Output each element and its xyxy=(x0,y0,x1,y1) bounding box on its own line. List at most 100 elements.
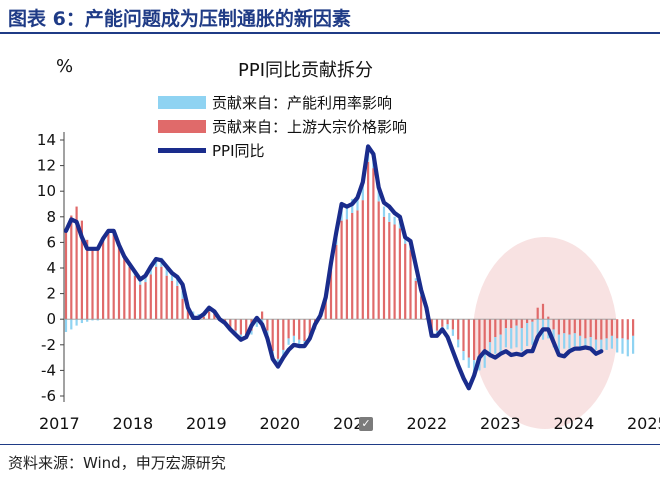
bar-upstream xyxy=(282,319,285,350)
bar-upstream xyxy=(287,319,290,339)
bar-capacity xyxy=(435,330,439,334)
bar-upstream xyxy=(531,319,534,322)
bar-upstream xyxy=(351,212,354,320)
bar-capacity xyxy=(515,325,518,348)
bar-upstream xyxy=(80,220,83,320)
bar-upstream xyxy=(499,319,502,335)
bar-capacity xyxy=(404,238,407,244)
bar-upstream xyxy=(170,280,174,320)
bar-capacity xyxy=(494,337,497,354)
bar-upstream xyxy=(64,232,68,320)
footer-rule xyxy=(0,444,660,445)
bar-capacity xyxy=(467,357,470,368)
bar-capacity xyxy=(531,321,534,345)
bar-capacity xyxy=(250,330,253,335)
bar-upstream xyxy=(589,319,592,338)
bar-capacity xyxy=(504,328,507,348)
legend-swatch-capacity xyxy=(158,95,206,109)
bar-capacity xyxy=(473,360,476,372)
bar-capacity xyxy=(594,339,598,350)
bar-upstream xyxy=(276,319,280,359)
ppi-yoy-line xyxy=(63,144,604,391)
bar-upstream xyxy=(261,311,264,320)
bar-upstream xyxy=(176,285,179,320)
bar-upstream xyxy=(488,319,492,343)
bar-upstream xyxy=(271,319,274,352)
bar-capacity xyxy=(600,339,603,350)
bar-capacity xyxy=(361,184,364,201)
bar-upstream xyxy=(239,319,242,335)
x-year-label: 2024 xyxy=(554,414,595,433)
bar-upstream xyxy=(568,319,571,335)
y-tick-label: 0 xyxy=(46,310,56,328)
chart-title: PPI同比贡献拆分 xyxy=(238,60,374,81)
bar-upstream xyxy=(112,232,115,320)
bar-upstream xyxy=(234,319,237,331)
bar-upstream xyxy=(610,319,613,336)
source-note: 资料来源：Wind，申万宏源研究 xyxy=(8,454,226,472)
bar-upstream xyxy=(494,319,497,338)
bar-capacity xyxy=(298,339,301,345)
bar-upstream xyxy=(107,232,110,320)
bar-upstream xyxy=(345,219,348,320)
bar-capacity xyxy=(91,319,94,321)
bar-upstream xyxy=(303,319,306,341)
bar-upstream xyxy=(541,303,545,320)
bar-upstream xyxy=(388,221,391,320)
bar-upstream xyxy=(579,319,582,336)
y-tick-label: -6 xyxy=(41,387,56,405)
bar-upstream xyxy=(573,319,576,334)
bar-capacity xyxy=(626,339,629,357)
bar-capacity xyxy=(80,319,83,324)
bar-upstream xyxy=(457,319,460,340)
bar-capacity xyxy=(181,291,184,299)
bar-upstream xyxy=(356,210,359,320)
x-year-label: 2025 xyxy=(627,414,660,433)
bar-capacity xyxy=(510,328,513,349)
bar-capacity xyxy=(632,335,635,354)
bar-upstream xyxy=(584,319,587,339)
bar-upstream xyxy=(377,201,380,320)
bar-upstream xyxy=(526,319,529,324)
bar-upstream xyxy=(208,311,211,320)
bar-capacity xyxy=(144,275,147,283)
bar-upstream xyxy=(91,247,94,320)
bar-upstream xyxy=(372,168,375,320)
bar-upstream xyxy=(245,319,248,335)
bar-capacity xyxy=(388,212,391,222)
bar-upstream xyxy=(70,215,73,320)
bar-capacity xyxy=(446,324,449,330)
legend-line-ppi xyxy=(158,147,206,153)
bar-capacity xyxy=(345,206,348,220)
bar-upstream xyxy=(451,319,454,330)
bar-upstream xyxy=(441,319,444,327)
bar-upstream xyxy=(329,270,333,320)
bar-capacity xyxy=(176,276,179,286)
bar-capacity xyxy=(536,319,539,341)
bar-upstream xyxy=(298,319,301,340)
y-tick-label: 4 xyxy=(46,259,56,277)
bar-capacity xyxy=(457,339,460,348)
x-year-label: 2023 xyxy=(480,414,521,433)
bar-upstream xyxy=(144,282,147,320)
bar-upstream xyxy=(128,266,131,320)
y-tick-label: 6 xyxy=(46,233,56,251)
bar-upstream xyxy=(213,311,216,320)
bar-upstream xyxy=(117,246,121,320)
legend-item-ppi: PPI同比 xyxy=(158,138,407,162)
bar-upstream xyxy=(536,307,539,320)
bar-capacity xyxy=(568,334,571,349)
chart-legend: 贡献来自：产能利用率影响 贡献来自：上游大宗价格影响 PPI同比 xyxy=(158,90,407,162)
bar-capacity xyxy=(96,319,99,321)
bar-capacity xyxy=(382,206,386,217)
bar-upstream xyxy=(186,308,189,320)
y-tick-label: 14 xyxy=(37,131,56,149)
bar-capacity xyxy=(139,279,142,285)
bar-capacity xyxy=(605,338,608,350)
bar-capacity xyxy=(616,338,619,353)
bar-capacity xyxy=(165,265,168,276)
bar-capacity xyxy=(292,335,295,343)
bar-upstream xyxy=(393,224,396,320)
bar-upstream xyxy=(102,238,105,320)
bar-upstream xyxy=(420,296,423,320)
